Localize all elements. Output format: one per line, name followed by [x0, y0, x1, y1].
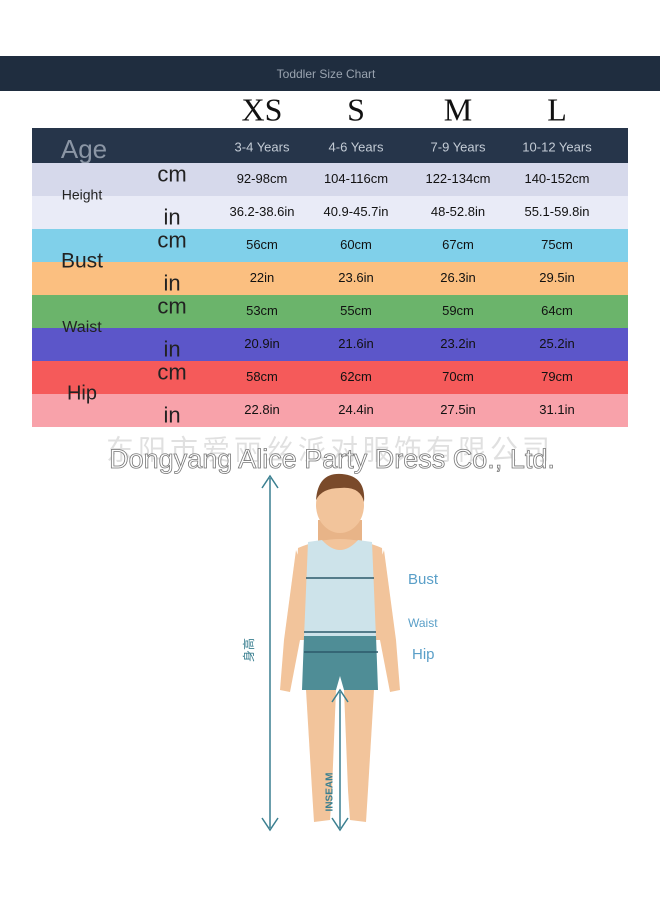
header-bar — [0, 56, 660, 91]
cell-value: 55.1-59.8in — [524, 204, 589, 219]
cell-value: 104-116cm — [324, 171, 388, 186]
unit-label: cm — [157, 293, 186, 318]
inseam-label: INSEAM — [325, 773, 336, 812]
cell-value: 27.5in — [440, 402, 475, 417]
body-figure — [261, 473, 400, 832]
unit-label: cm — [157, 227, 186, 252]
age-value: 3-4 Years — [235, 139, 290, 154]
cell-value: 59cm — [442, 303, 474, 318]
cell-value: 75cm — [541, 237, 573, 252]
group-label: Hip — [67, 382, 97, 404]
waist-label: Waist — [408, 616, 438, 630]
table-row — [32, 196, 628, 229]
table-row — [32, 394, 628, 427]
cell-value: 26.3in — [440, 270, 475, 285]
cell-value: 55cm — [340, 303, 372, 318]
cell-value: 40.9-45.7in — [323, 204, 388, 219]
cell-value: 58cm — [246, 369, 278, 384]
cell-value: 24.4in — [338, 402, 373, 417]
size-name: S — [347, 91, 365, 127]
watermark-english: Dongyang Alice Party Dress Co., Ltd. — [109, 444, 555, 474]
group-label: Height — [62, 187, 103, 203]
cell-value: 23.2in — [440, 336, 475, 351]
unit-label: in — [163, 270, 180, 295]
cell-value: 36.2-38.6in — [229, 204, 294, 219]
unit-label: in — [163, 204, 180, 229]
cell-value: 92-98cm — [237, 171, 288, 186]
group-label: Waist — [62, 319, 102, 336]
table-row — [32, 295, 628, 328]
age-value: 10-12 Years — [522, 139, 592, 154]
hip-label: Hip — [412, 646, 435, 663]
cell-value: 21.6in — [338, 336, 373, 351]
cell-value: 140-152cm — [524, 171, 589, 186]
age-label: Age — [61, 134, 107, 164]
cell-value: 48-52.8in — [431, 204, 485, 219]
age-row — [32, 128, 628, 163]
table-row — [32, 262, 628, 295]
cell-value: 62cm — [340, 369, 372, 384]
group-label: Bust — [61, 250, 103, 273]
size-name: L — [547, 91, 567, 127]
cell-value: 67cm — [442, 237, 474, 252]
watermark-chinese: 东阳市爱丽丝派对服饰有限公司 — [106, 434, 554, 465]
bust-label: Bust — [408, 571, 439, 588]
age-value: 4-6 Years — [329, 139, 384, 154]
table-row — [32, 229, 628, 262]
header-title: Toddler Size Chart — [277, 67, 376, 81]
cell-value: 79cm — [541, 369, 573, 384]
size-name: XS — [242, 91, 283, 127]
cell-value: 22in — [250, 270, 275, 285]
height-label: 身高 — [241, 638, 256, 662]
table-row — [32, 163, 628, 196]
cell-value: 60cm — [340, 237, 372, 252]
cell-value: 70cm — [442, 369, 474, 384]
cell-value: 22.8in — [244, 402, 279, 417]
cell-value: 20.9in — [244, 336, 279, 351]
table-row — [32, 361, 628, 394]
cell-value: 53cm — [246, 303, 278, 318]
cell-value: 56cm — [246, 237, 278, 252]
cell-value: 64cm — [541, 303, 573, 318]
table-row — [32, 328, 628, 361]
cell-value: 29.5in — [539, 270, 574, 285]
unit-label: cm — [157, 359, 186, 384]
unit-label: in — [163, 402, 180, 427]
unit-label: cm — [157, 161, 186, 186]
cell-value: 25.2in — [539, 336, 574, 351]
age-value: 7-9 Years — [431, 139, 486, 154]
cell-value: 122-134cm — [425, 171, 490, 186]
cell-value: 23.6in — [338, 270, 373, 285]
cell-value: 31.1in — [539, 402, 574, 417]
unit-label: in — [163, 336, 180, 361]
size-name: M — [444, 91, 472, 127]
